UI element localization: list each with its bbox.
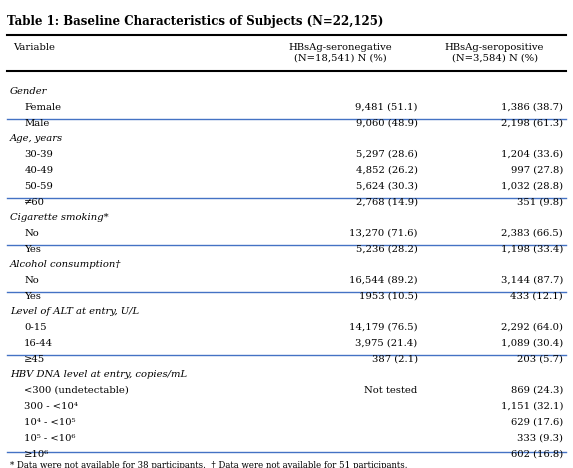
- Text: 869 (24.3): 869 (24.3): [511, 386, 563, 395]
- Text: 10⁴ - <10⁵: 10⁴ - <10⁵: [24, 417, 76, 427]
- Text: 30-39: 30-39: [24, 150, 53, 159]
- Text: 1953 (10.5): 1953 (10.5): [359, 292, 418, 301]
- Text: 387 (2.1): 387 (2.1): [371, 355, 418, 364]
- Text: 351 (9.8): 351 (9.8): [517, 198, 563, 207]
- Text: Not tested: Not tested: [364, 386, 418, 395]
- Text: 14,179 (76.5): 14,179 (76.5): [349, 323, 418, 332]
- Text: 3,144 (87.7): 3,144 (87.7): [501, 276, 563, 285]
- Text: Table 1: Baseline Characteristics of Subjects (N=22,125): Table 1: Baseline Characteristics of Sub…: [7, 15, 383, 28]
- Text: Level of ALT at entry, U/L: Level of ALT at entry, U/L: [10, 307, 139, 316]
- Text: 1,204 (33.6): 1,204 (33.6): [501, 150, 563, 159]
- Text: 10⁵ - <10⁶: 10⁵ - <10⁶: [24, 433, 76, 443]
- Text: * Data were not available for 38 participants.  † Data were not available for 51: * Data were not available for 38 partici…: [10, 461, 407, 468]
- Text: 2,198 (61.3): 2,198 (61.3): [501, 119, 563, 128]
- Text: Variable: Variable: [13, 44, 55, 52]
- Text: No: No: [24, 276, 39, 285]
- Text: 16,544 (89.2): 16,544 (89.2): [349, 276, 418, 285]
- Text: 0-15: 0-15: [24, 323, 47, 332]
- Text: HBsAg-seronegative
(N=18,541) N (%): HBsAg-seronegative (N=18,541) N (%): [289, 44, 393, 63]
- Text: 333 (9.3): 333 (9.3): [517, 433, 563, 443]
- Text: 2,383 (66.5): 2,383 (66.5): [501, 229, 563, 238]
- Text: 629 (17.6): 629 (17.6): [511, 417, 563, 427]
- Text: HBV DNA level at entry, copies/mL: HBV DNA level at entry, copies/mL: [10, 370, 187, 379]
- Text: 50-59: 50-59: [24, 182, 53, 191]
- Text: 602 (16.8): 602 (16.8): [511, 449, 563, 459]
- Text: 433 (12.1): 433 (12.1): [511, 292, 563, 301]
- Text: 2,768 (14.9): 2,768 (14.9): [355, 198, 418, 207]
- Text: 203 (5.7): 203 (5.7): [517, 355, 563, 364]
- Text: 13,270 (71.6): 13,270 (71.6): [349, 229, 418, 238]
- Text: 9,060 (48.9): 9,060 (48.9): [356, 119, 418, 128]
- Text: No: No: [24, 229, 39, 238]
- Text: 16-44: 16-44: [24, 339, 53, 348]
- Text: 3,975 (21.4): 3,975 (21.4): [355, 339, 418, 348]
- Text: Female: Female: [24, 103, 61, 112]
- Text: 5,297 (28.6): 5,297 (28.6): [356, 150, 418, 159]
- Text: 1,032 (28.8): 1,032 (28.8): [501, 182, 563, 191]
- Text: 5,236 (28.2): 5,236 (28.2): [356, 245, 418, 254]
- Text: 1,198 (33.4): 1,198 (33.4): [501, 245, 563, 254]
- Text: Yes: Yes: [24, 292, 41, 301]
- Text: Male: Male: [24, 119, 50, 128]
- Text: Gender: Gender: [10, 87, 48, 96]
- Text: Alcohol consumption†: Alcohol consumption†: [10, 260, 121, 269]
- Text: ≠60: ≠60: [24, 198, 45, 207]
- Text: Age, years: Age, years: [10, 134, 63, 143]
- Text: 1,386 (38.7): 1,386 (38.7): [501, 103, 563, 112]
- Text: 9,481 (51.1): 9,481 (51.1): [355, 103, 418, 112]
- Text: ≥10⁶: ≥10⁶: [24, 449, 49, 459]
- Text: 1,089 (30.4): 1,089 (30.4): [501, 339, 563, 348]
- Text: 4,852 (26.2): 4,852 (26.2): [356, 166, 418, 175]
- Text: 5,624 (30.3): 5,624 (30.3): [356, 182, 418, 191]
- Text: 40-49: 40-49: [24, 166, 53, 175]
- Text: Cigarette smoking*: Cigarette smoking*: [10, 213, 108, 222]
- Text: 997 (27.8): 997 (27.8): [511, 166, 563, 175]
- Text: 1,151 (32.1): 1,151 (32.1): [501, 402, 563, 410]
- Text: HBsAg-seropositive
(N=3,584) N (%): HBsAg-seropositive (N=3,584) N (%): [445, 44, 544, 63]
- Text: Yes: Yes: [24, 245, 41, 254]
- Text: <300 (undetectable): <300 (undetectable): [24, 386, 129, 395]
- Text: ≥45: ≥45: [24, 355, 45, 364]
- Text: 300 - <10⁴: 300 - <10⁴: [24, 402, 78, 410]
- Text: 2,292 (64.0): 2,292 (64.0): [501, 323, 563, 332]
